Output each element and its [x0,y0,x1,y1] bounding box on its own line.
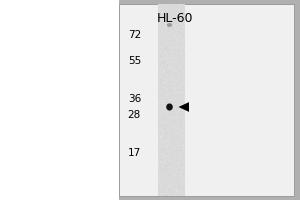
Text: 17: 17 [128,148,141,158]
Bar [0,0,118,200]
Text: 36: 36 [128,94,141,104]
Text: 72: 72 [128,30,141,40]
Bar [158,4,184,196]
Polygon shape [178,102,189,112]
Ellipse shape [167,23,172,27]
Ellipse shape [166,103,173,111]
Text: 55: 55 [128,56,141,66]
Bar [118,4,294,196]
Text: HL-60: HL-60 [157,12,194,25]
Text: 28: 28 [128,110,141,120]
